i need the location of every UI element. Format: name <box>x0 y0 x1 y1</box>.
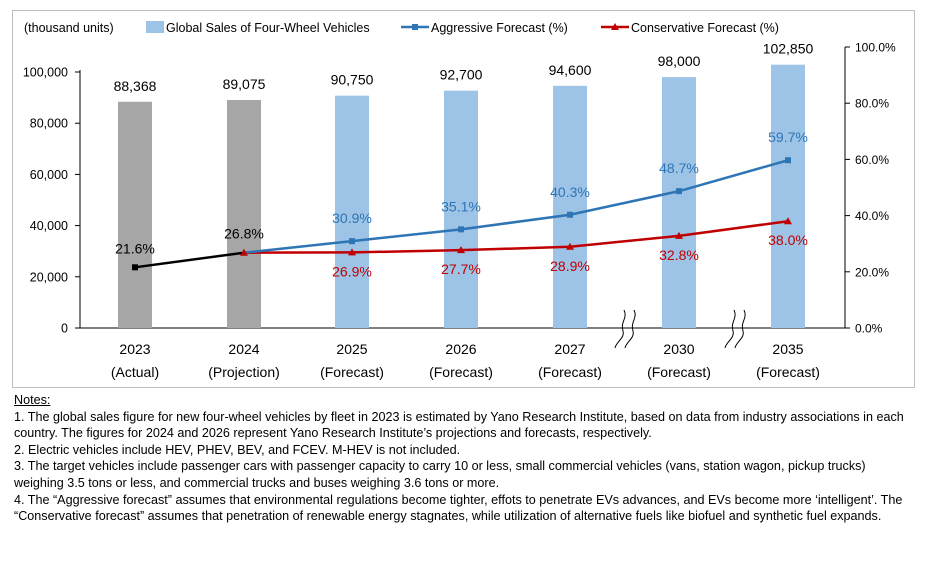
note-4: 4. The “Aggressive forecast” assumes tha… <box>14 492 903 524</box>
legend-bar-label: Global Sales of Four-Wheel Vehicles <box>166 21 370 35</box>
bar-value-label: 98,000 <box>658 53 701 69</box>
aggressive-line <box>243 159 789 254</box>
aggressive-value-label: 59.7% <box>768 129 808 145</box>
history-marker <box>132 264 138 271</box>
bar-value-label: 102,850 <box>763 41 814 57</box>
bar-value-label: 94,600 <box>549 62 592 78</box>
aggressive-value-label: 35.1% <box>441 198 481 214</box>
x-sub-label: (Forecast) <box>538 364 602 380</box>
notes-title: Notes: <box>14 393 51 407</box>
unit-label: (thousand units) <box>24 21 114 35</box>
right-tick-label: 40.0% <box>855 209 889 223</box>
conservative-marker <box>348 248 356 256</box>
axis-break-mark <box>614 309 626 349</box>
x-year-label: 2026 <box>445 341 476 357</box>
x-sub-label: (Actual) <box>111 364 159 380</box>
conservative-marker <box>457 246 465 254</box>
line-value-label: 26.8% <box>224 226 264 242</box>
right-axis-ticks: 0.0% 20.0% 40.0% 60.0% 80.0% 100.0% <box>845 41 896 336</box>
bar-2023 <box>118 101 152 328</box>
x-axis-labels: 2023 (Actual) 2024 (Projection) 2025 (Forecas… <box>111 341 820 380</box>
left-tick-label: 0 <box>61 322 68 336</box>
x-year-label: 2025 <box>336 341 367 357</box>
aggressive-value-label: 48.7% <box>659 160 699 176</box>
bar-2035 <box>771 64 805 328</box>
axis-break-mark <box>624 309 636 349</box>
left-tick-label: 100,000 <box>23 66 68 80</box>
series-lines <box>132 157 792 271</box>
legend-aggressive-marker <box>412 24 418 30</box>
aggressive-marker <box>349 238 355 245</box>
left-axis-ticks: 0 20,000 40,000 60,000 80,000 100,000 <box>23 66 80 336</box>
right-tick-label: 100.0% <box>855 41 896 55</box>
bar-2024 <box>227 99 261 328</box>
x-sub-label: (Forecast) <box>429 364 493 380</box>
note-1: 1. The global sales figure for new four-… <box>14 409 904 441</box>
bar-2027 <box>553 85 587 328</box>
aggressive-marker <box>458 226 464 233</box>
notes: Notes: 1. The global sales figure for ne… <box>14 392 914 525</box>
bar-value-label: 88,368 <box>114 78 157 94</box>
x-year-label: 2030 <box>663 341 694 357</box>
right-tick-label: 80.0% <box>855 97 889 111</box>
right-tick-label: 0.0% <box>855 322 883 336</box>
x-year-label: 2024 <box>228 341 259 357</box>
x-sub-label: (Projection) <box>208 364 280 380</box>
legend-conservative-label: Conservative Forecast (%) <box>631 21 779 35</box>
conservative-marker <box>566 242 574 250</box>
legend-bar-swatch <box>146 21 164 33</box>
right-tick-label: 20.0% <box>855 265 889 279</box>
x-sub-label: (Forecast) <box>756 364 820 380</box>
x-sub-label: (Forecast) <box>320 364 384 380</box>
left-tick-label: 60,000 <box>30 168 68 182</box>
axis-break-mark <box>734 309 746 349</box>
conservative-value-label: 28.9% <box>550 258 590 274</box>
aggressive-marker <box>785 157 791 164</box>
axis-break-mark <box>724 309 736 349</box>
legend-aggressive-label: Aggressive Forecast (%) <box>431 21 568 35</box>
conservative-marker <box>675 231 683 239</box>
x-year-label: 2035 <box>772 341 803 357</box>
left-tick-label: 20,000 <box>30 270 68 284</box>
bar-value-label: 90,750 <box>331 72 374 88</box>
axis-breaks <box>614 309 746 349</box>
bar-2026 <box>444 90 478 328</box>
line-value-labels: 21.6% 26.8% 30.9% 26.9% 35.1% 27.7% 40.3% 28.9%… <box>115 129 808 279</box>
conservative-value-label: 26.9% <box>332 263 372 279</box>
sales-ev-chart: (thousand units) Global Sales of Four-Wh… <box>23 21 896 380</box>
bar-value-label: 89,075 <box>223 76 266 92</box>
conservative-marker <box>240 248 248 256</box>
note-3: 3. The target vehicles include passenger… <box>14 459 866 490</box>
aggressive-value-label: 40.3% <box>550 184 590 200</box>
x-sub-label: (Forecast) <box>647 364 711 380</box>
aggressive-value-label: 30.9% <box>332 210 372 226</box>
note-2: 2. Electric vehicles include HEV, PHEV, … <box>14 442 461 457</box>
bar-value-labels: 88,368 89,075 90,750 92,700 94,600 98,000 102,… <box>114 41 814 94</box>
conservative-value-label: 38.0% <box>768 232 808 248</box>
x-year-label: 2027 <box>554 341 585 357</box>
conservative-value-label: 27.7% <box>441 261 481 277</box>
bars <box>118 64 805 329</box>
bar-value-label: 92,700 <box>440 67 483 83</box>
aggressive-marker <box>567 211 573 218</box>
history-line <box>134 251 245 269</box>
conservative-marker <box>784 217 792 225</box>
legend: Global Sales of Four-Wheel Vehicles Aggr… <box>146 21 779 35</box>
chart-frame <box>12 10 915 388</box>
aggressive-marker <box>676 188 682 195</box>
legend-conservative-marker <box>611 23 619 30</box>
conservative-value-label: 32.8% <box>659 247 699 263</box>
bar-2030 <box>662 77 696 329</box>
bar-2025 <box>335 95 369 329</box>
left-tick-label: 80,000 <box>30 117 68 131</box>
left-tick-label: 40,000 <box>30 219 68 233</box>
line-value-label: 21.6% <box>115 240 155 256</box>
right-tick-label: 60.0% <box>855 153 889 167</box>
conservative-line <box>243 219 789 254</box>
x-year-label: 2023 <box>119 341 150 357</box>
